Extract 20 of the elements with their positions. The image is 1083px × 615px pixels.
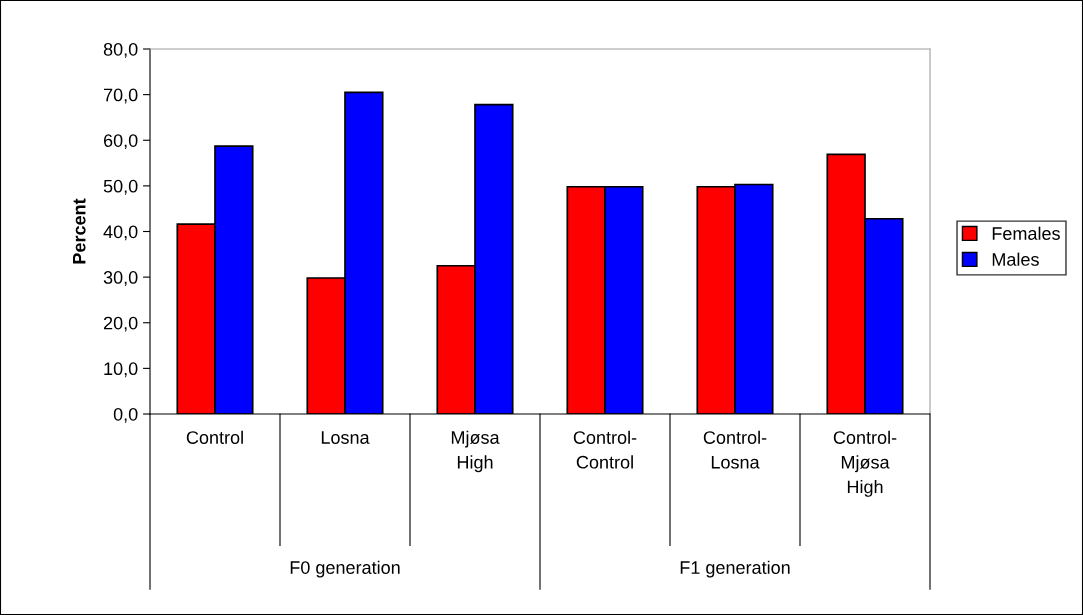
- x-tick-label: Control- Mjøsa High: [833, 430, 897, 497]
- y-tick-label: 30,0: [103, 271, 138, 286]
- x-tick-label: Control: [186, 430, 243, 444]
- text: F0 generation: [290, 560, 400, 578]
- y-tick-label: 40,0: [103, 225, 138, 241]
- x-tick-label: Control- Control: [573, 430, 637, 469]
- x-tick-label: Losna: [321, 431, 370, 444]
- y-axis-title: Percent: [73, 198, 86, 264]
- legend-label: Females: [992, 226, 1060, 240]
- legend-label: Males: [992, 252, 1039, 266]
- y-tick-label: 20,0: [103, 316, 138, 332]
- y-tick-label: 60,0: [103, 134, 138, 150]
- y-tick-label: 50,0: [103, 179, 138, 195]
- x-tick-label: Control- Losna: [703, 430, 767, 469]
- y-tick-label: 80,0: [103, 42, 138, 58]
- text: F1 generation: [680, 560, 790, 578]
- y-tick-label: 0,0: [113, 407, 138, 423]
- y-tick-label: 10,0: [104, 362, 138, 378]
- x-tick-label: Mjøsa High: [451, 430, 500, 473]
- y-tick-label: 70,0: [103, 88, 138, 104]
